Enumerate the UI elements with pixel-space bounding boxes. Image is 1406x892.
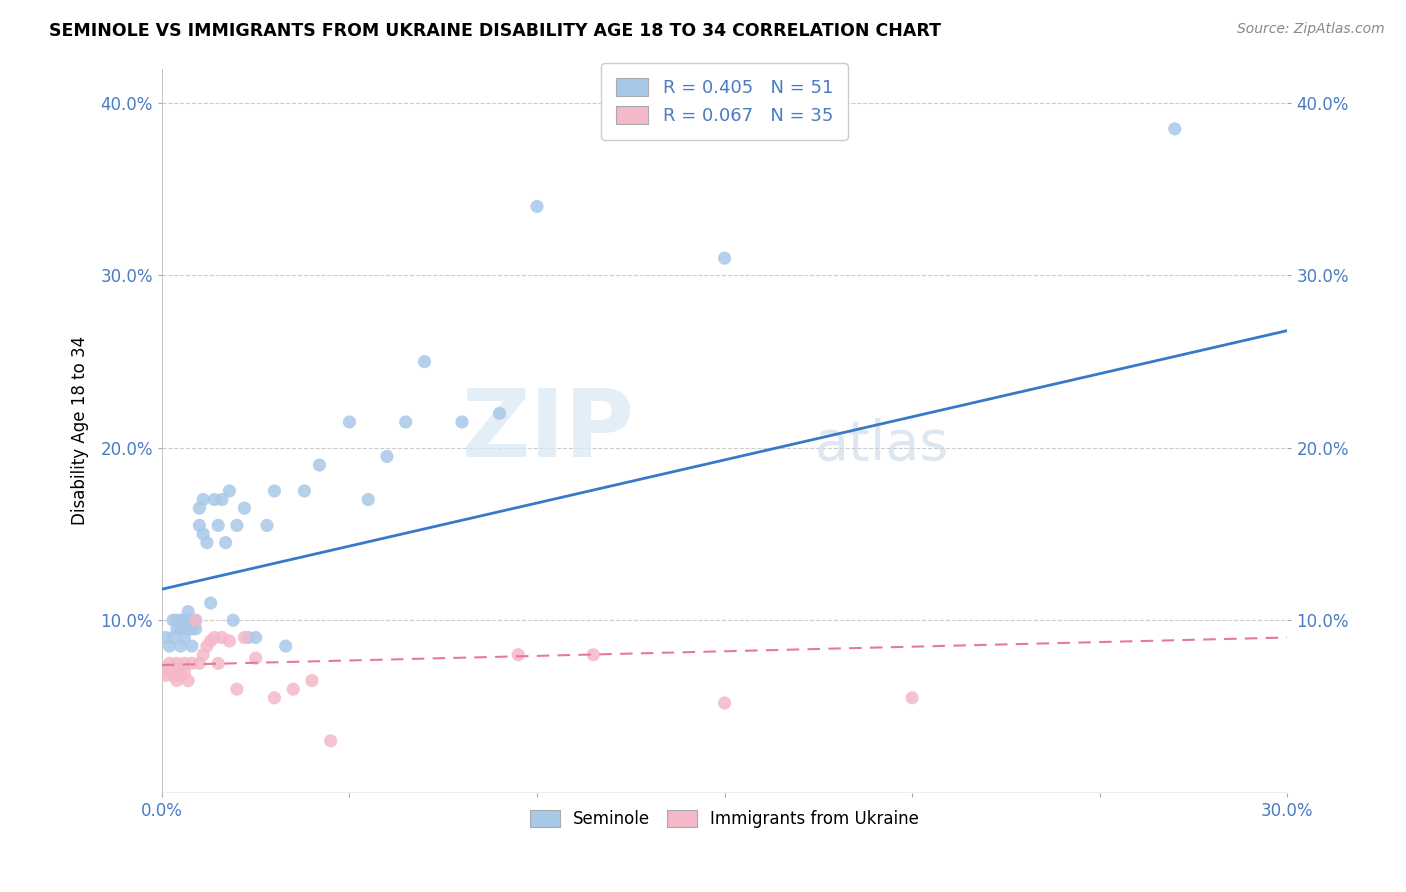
Point [713, 251, 735, 265]
Point [169, 661, 191, 675]
Point [225, 682, 247, 697]
Point [294, 483, 316, 498]
Point [901, 690, 924, 705]
Point [233, 631, 256, 645]
Point [202, 492, 225, 507]
Point [177, 605, 200, 619]
Point [177, 622, 200, 636]
Point [184, 613, 207, 627]
Point [245, 631, 267, 645]
Point [195, 639, 218, 653]
Point [166, 665, 188, 679]
Point [180, 639, 202, 653]
Legend: Seminole, Immigrants from Ukraine: Seminole, Immigrants from Ukraine [523, 804, 927, 835]
Point [173, 622, 195, 636]
Point [191, 492, 214, 507]
Point [211, 492, 233, 507]
Text: atlas: atlas [814, 418, 949, 472]
Point [180, 657, 202, 671]
Point [173, 631, 195, 645]
Point [713, 696, 735, 710]
Point [214, 535, 236, 549]
Point [451, 415, 474, 429]
Point [162, 660, 184, 674]
Point [256, 518, 278, 533]
Point [155, 661, 177, 675]
Point [319, 734, 342, 748]
Text: ZIP: ZIP [461, 384, 634, 476]
Point [169, 668, 191, 682]
Point [211, 631, 233, 645]
Point [274, 639, 297, 653]
Point [301, 673, 323, 688]
Point [166, 673, 188, 688]
Point [155, 668, 177, 682]
Point [526, 199, 548, 213]
Point [169, 613, 191, 627]
Point [263, 483, 285, 498]
Point [177, 613, 200, 627]
Point [238, 631, 260, 645]
Point [188, 657, 211, 671]
Point [173, 665, 195, 679]
Point [283, 682, 305, 697]
Point [245, 651, 267, 665]
Point [162, 668, 184, 682]
Point [184, 613, 207, 627]
Point [339, 415, 361, 429]
Point [202, 631, 225, 645]
Point [375, 450, 398, 464]
Point [177, 673, 200, 688]
Point [1164, 121, 1187, 136]
Point [200, 634, 222, 648]
Point [488, 406, 510, 420]
Point [195, 535, 218, 549]
Point [169, 639, 191, 653]
Point [222, 613, 245, 627]
Point [180, 613, 202, 627]
Point [180, 622, 202, 636]
Point [357, 492, 380, 507]
Point [188, 518, 211, 533]
Point [207, 657, 229, 671]
Point [169, 622, 191, 636]
Point [191, 527, 214, 541]
Point [308, 458, 330, 472]
Point [207, 518, 229, 533]
Point [263, 690, 285, 705]
Point [157, 665, 180, 679]
Point [218, 483, 240, 498]
Point [166, 657, 188, 671]
Point [508, 648, 530, 662]
Point [155, 631, 177, 645]
Point [191, 648, 214, 662]
Point [218, 634, 240, 648]
Point [166, 613, 188, 627]
Point [162, 631, 184, 645]
Point [162, 613, 184, 627]
Point [225, 518, 247, 533]
Point [173, 613, 195, 627]
Y-axis label: Disability Age 18 to 34: Disability Age 18 to 34 [72, 336, 89, 525]
Point [157, 639, 180, 653]
Point [157, 657, 180, 671]
Point [188, 501, 211, 516]
Point [166, 622, 188, 636]
Point [413, 354, 436, 368]
Point [582, 648, 605, 662]
Point [173, 657, 195, 671]
Point [233, 501, 256, 516]
Point [395, 415, 418, 429]
Point [200, 596, 222, 610]
Text: SEMINOLE VS IMMIGRANTS FROM UKRAINE DISABILITY AGE 18 TO 34 CORRELATION CHART: SEMINOLE VS IMMIGRANTS FROM UKRAINE DISA… [49, 22, 941, 40]
Point [184, 622, 207, 636]
Text: Source: ZipAtlas.com: Source: ZipAtlas.com [1237, 22, 1385, 37]
